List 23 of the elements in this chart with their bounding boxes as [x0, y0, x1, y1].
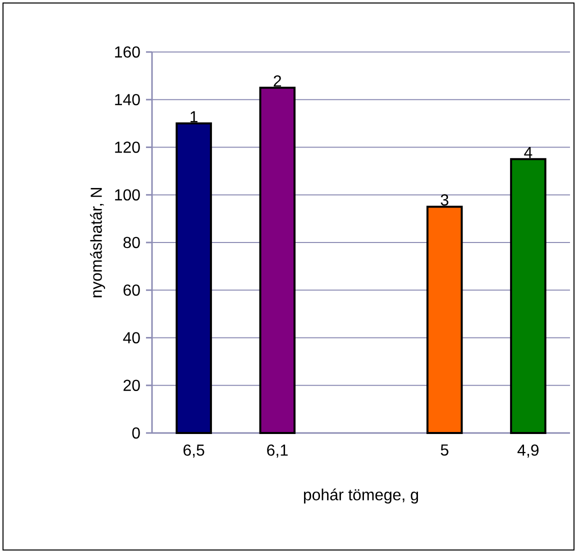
bar — [510, 158, 546, 434]
annotation: 3 — [440, 194, 448, 206]
annotation: 1 — [190, 111, 198, 122]
x-axis-title: pohár tömege, g — [304, 488, 418, 504]
y-tick-label: 100 — [115, 189, 140, 201]
x-tick-label: 5 — [440, 444, 448, 456]
y-axis-title: nyomáshatár, N — [90, 188, 106, 298]
x-tick-label: 4,9 — [517, 444, 539, 458]
x-tick-label: 6,5 — [184, 444, 204, 458]
y-tick-label: 20 — [124, 380, 140, 392]
y-tick-label: 0 — [132, 427, 140, 439]
bar — [259, 86, 296, 434]
annotation: 4 — [524, 146, 532, 158]
annotation: 2 — [274, 75, 282, 87]
x-tick-label: 6,1 — [267, 444, 288, 458]
y-tick-label: 160 — [115, 46, 140, 58]
y-tick-label: 60 — [124, 284, 140, 296]
y-tick-label: 80 — [123, 236, 140, 248]
bar — [426, 206, 463, 434]
y-tick-label: 40 — [123, 332, 140, 344]
y-tick-label: 140 — [115, 94, 140, 106]
bar — [176, 122, 212, 434]
y-tick-label: 120 — [115, 142, 140, 153]
